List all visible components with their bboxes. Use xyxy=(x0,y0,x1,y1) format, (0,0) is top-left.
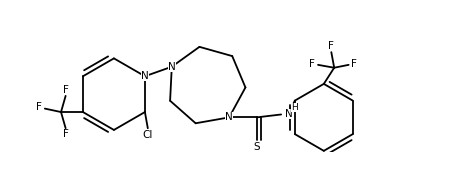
Text: F: F xyxy=(36,102,42,112)
Text: N: N xyxy=(285,109,292,120)
Text: N: N xyxy=(141,71,149,81)
Text: F: F xyxy=(63,85,69,95)
Text: N: N xyxy=(168,62,176,72)
Text: S: S xyxy=(254,142,260,152)
Text: F: F xyxy=(328,41,334,51)
Text: F: F xyxy=(309,59,315,69)
Text: F: F xyxy=(63,129,69,139)
Text: Cl: Cl xyxy=(143,130,153,140)
Text: N: N xyxy=(225,112,233,122)
Text: F: F xyxy=(351,59,357,69)
Text: H: H xyxy=(291,103,298,112)
